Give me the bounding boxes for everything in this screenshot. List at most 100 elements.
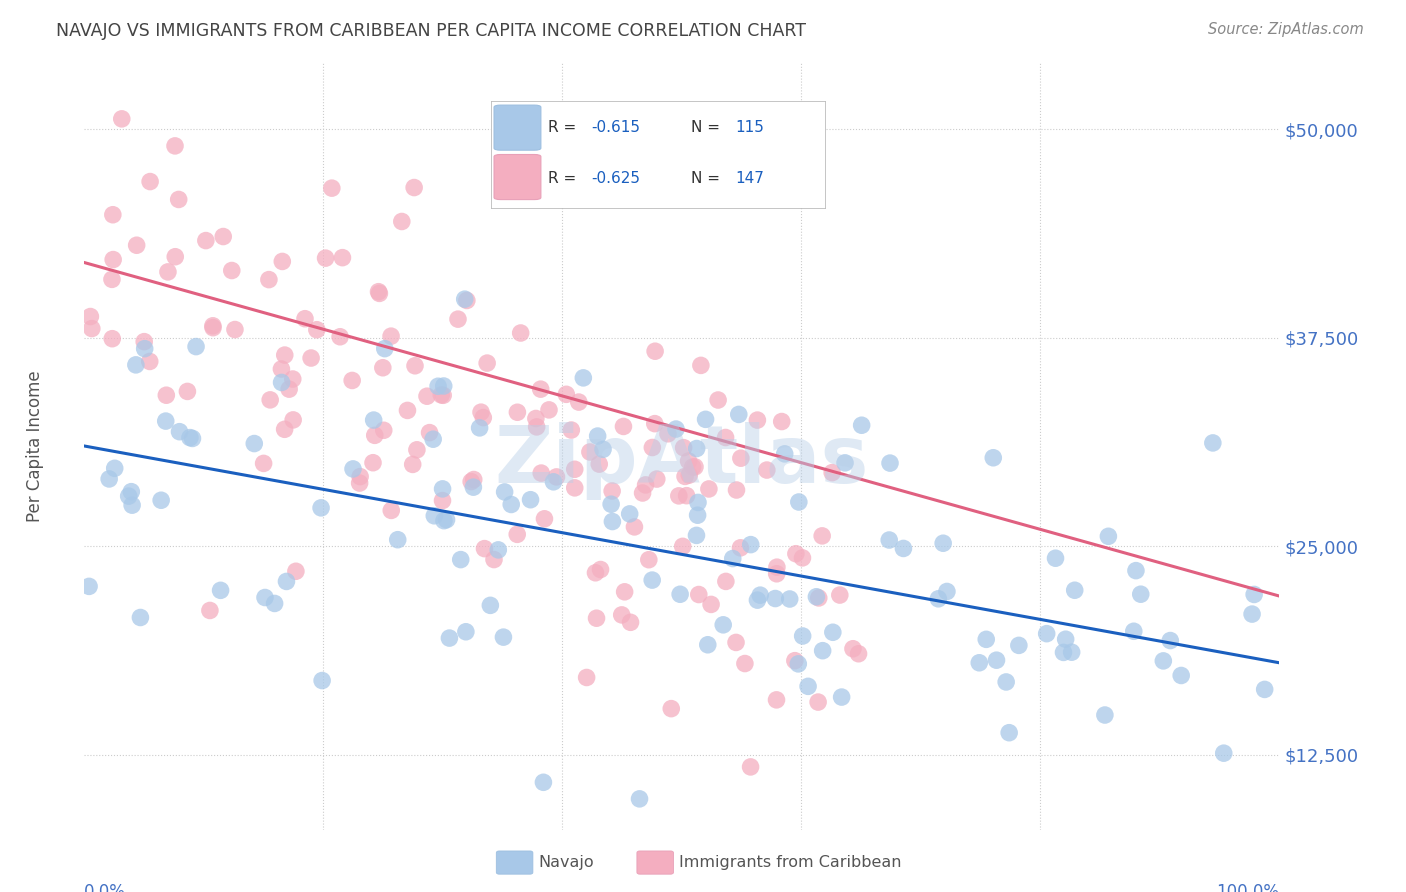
Point <box>156 265 179 279</box>
Point <box>363 413 385 427</box>
Point <box>575 671 598 685</box>
Point <box>749 588 772 602</box>
Text: Per Capita Income: Per Capita Income <box>27 370 44 522</box>
Point <box>423 508 446 523</box>
Point <box>619 615 641 630</box>
Point <box>779 592 801 607</box>
Point <box>747 593 769 607</box>
Point <box>121 498 143 512</box>
Point <box>273 422 295 436</box>
Point <box>436 513 458 527</box>
Point <box>531 775 554 789</box>
Point <box>278 382 301 396</box>
Text: Navajo: Navajo <box>538 855 595 870</box>
Point <box>657 426 679 441</box>
Point <box>271 254 294 268</box>
Point <box>797 679 820 693</box>
Point <box>763 591 786 606</box>
Point <box>1094 708 1116 723</box>
Point <box>101 332 124 346</box>
Text: NAVAJO VS IMMIGRANTS FROM CARIBBEAN PER CAPITA INCOME CORRELATION CHART: NAVAJO VS IMMIGRANTS FROM CARIBBEAN PER … <box>56 22 806 40</box>
Point <box>167 193 190 207</box>
Point <box>340 374 363 388</box>
Point <box>821 466 844 480</box>
Point <box>474 541 496 556</box>
Point <box>734 657 756 671</box>
Point <box>765 566 787 581</box>
Point <box>169 425 191 439</box>
Text: Source: ZipAtlas.com: Source: ZipAtlas.com <box>1208 22 1364 37</box>
Point <box>315 251 337 265</box>
Point <box>1170 668 1192 682</box>
Point <box>80 321 103 335</box>
Point <box>402 458 425 472</box>
Point <box>472 410 495 425</box>
Point <box>877 533 900 547</box>
Point <box>783 654 806 668</box>
Point <box>309 500 332 515</box>
Point <box>212 229 235 244</box>
Point <box>468 421 491 435</box>
Point <box>644 344 666 359</box>
Point <box>770 415 793 429</box>
Point <box>221 263 243 277</box>
Point <box>530 382 553 396</box>
Point <box>368 286 391 301</box>
Point <box>482 552 505 566</box>
Point <box>150 493 173 508</box>
Point <box>974 632 997 647</box>
Point <box>1152 654 1174 668</box>
Point <box>274 348 297 362</box>
Point <box>834 456 856 470</box>
Point <box>995 675 1018 690</box>
Point <box>118 489 141 503</box>
Point <box>678 454 700 468</box>
Point <box>644 417 666 431</box>
Point <box>139 354 162 368</box>
Point <box>77 579 100 593</box>
Point <box>533 512 555 526</box>
Point <box>672 539 695 553</box>
Point <box>672 441 695 455</box>
Point <box>828 588 851 602</box>
Point <box>396 403 419 417</box>
Point <box>1063 583 1085 598</box>
Point <box>851 418 873 433</box>
Point <box>259 392 281 407</box>
Point <box>842 641 865 656</box>
Point <box>585 566 607 580</box>
Point <box>700 598 723 612</box>
Point <box>463 473 485 487</box>
Point <box>506 527 529 541</box>
Point <box>690 359 713 373</box>
Point <box>98 472 121 486</box>
Point <box>243 436 266 450</box>
Point <box>669 587 692 601</box>
Point <box>730 541 752 555</box>
Point <box>371 360 394 375</box>
Point <box>427 379 450 393</box>
Point <box>714 430 737 444</box>
Point <box>111 112 134 126</box>
Point <box>391 214 413 228</box>
Point <box>641 573 664 587</box>
Point <box>432 482 454 496</box>
Point <box>673 469 696 483</box>
Point <box>821 625 844 640</box>
Point <box>935 584 957 599</box>
Point <box>198 603 221 617</box>
Point <box>628 792 651 806</box>
Point <box>184 340 207 354</box>
Point <box>224 322 246 336</box>
Point <box>1243 587 1265 601</box>
Point <box>714 574 737 589</box>
Point <box>201 318 224 333</box>
Point <box>433 379 456 393</box>
Point <box>755 463 778 477</box>
Point <box>406 442 429 457</box>
Point <box>129 610 152 624</box>
Point <box>659 701 682 715</box>
Point <box>380 503 402 517</box>
Point <box>374 342 396 356</box>
Point <box>263 597 285 611</box>
